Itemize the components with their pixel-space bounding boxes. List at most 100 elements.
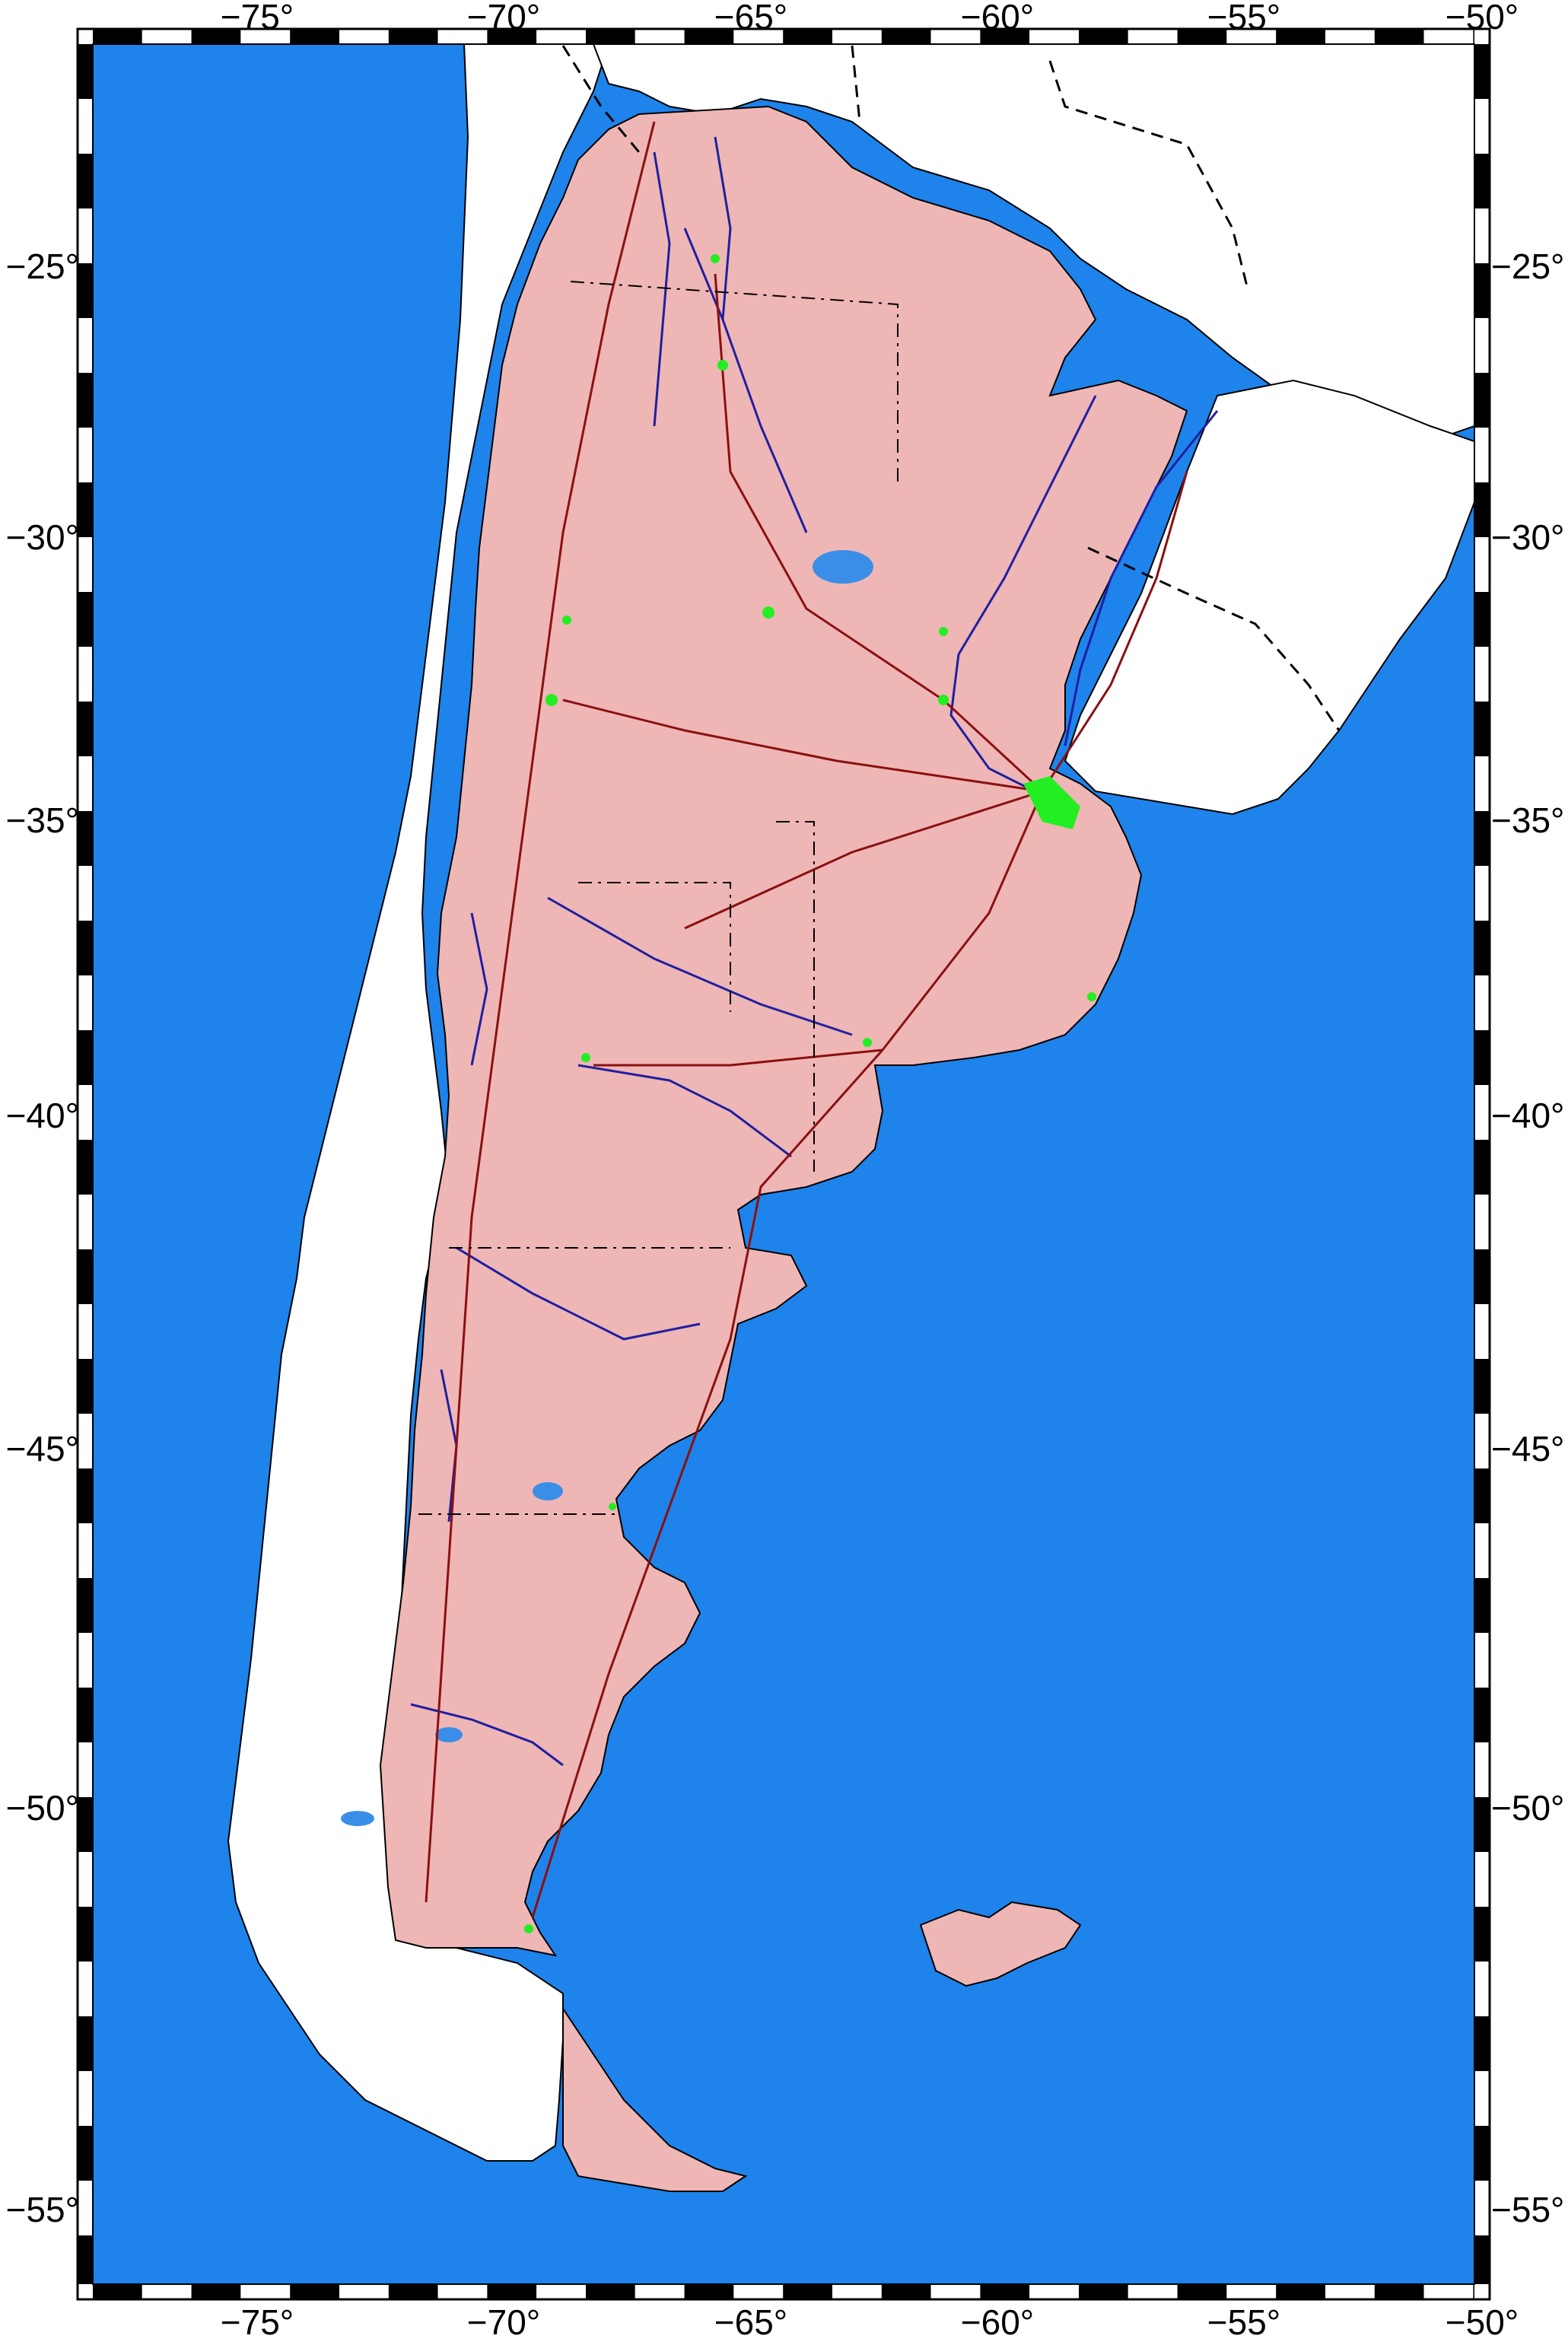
frame-scale-segment-bottom <box>586 2284 635 2299</box>
frame-scale-segment-top <box>881 29 931 44</box>
frame-scale-segment-right <box>1474 1962 1490 2016</box>
frame-scale-segment-left <box>78 263 93 318</box>
frame-scale-segment-left <box>78 318 93 373</box>
frame-scale-segment-right <box>1474 1578 1490 1633</box>
frame-scale-segment-top <box>684 29 734 44</box>
frame-scale-segment-left <box>78 1195 93 1249</box>
frame-scale-segment-right <box>1474 1523 1490 1578</box>
river-santa-cruz <box>410 1703 564 1767</box>
river-parana <box>949 395 1097 793</box>
lake-mar-chiquita <box>813 550 873 584</box>
road-ruta-14 <box>1041 471 1188 792</box>
frame-scale-segment-left <box>78 702 93 756</box>
international-borders-layer <box>561 45 1341 731</box>
frame-scale-segment-right <box>1474 866 1490 921</box>
river-uruguay <box>1064 410 1219 746</box>
frame-scale-segment-top <box>388 29 438 44</box>
frame-scale-segment-top <box>142 29 192 44</box>
frame-inner-outline <box>92 43 1475 2285</box>
frame-scale-segment-right <box>1474 1633 1490 1688</box>
frame-scale-segment-right <box>1474 1140 1490 1195</box>
frame-scale-segment-left <box>78 1523 93 1578</box>
tick-labels-layer: −75° −70° −65° −60° −55° −50° −75° −70° … <box>6 0 1565 2342</box>
urban-salta <box>711 254 720 263</box>
frame-scale-segment-bottom <box>635 2284 685 2299</box>
urban-comodoro <box>609 1503 616 1510</box>
left-tick-label: −50° <box>6 1788 79 1828</box>
province-border-1 <box>570 281 898 487</box>
frame-scale-segment-top <box>1473 29 1474 44</box>
frame-scale-segment-bottom <box>1325 2284 1375 2299</box>
river-salado <box>683 228 808 533</box>
frame-scale-segment-bottom <box>191 2284 241 2299</box>
frame-scale-segment-top <box>832 29 882 44</box>
frame-scale-segment-bottom <box>1177 2284 1227 2299</box>
map-frame <box>76 27 1491 2301</box>
lake-patagonia-2 <box>435 1727 463 1742</box>
frame-scale-segment-left <box>78 428 93 482</box>
bottom-tick-label: −55° <box>1207 2302 1280 2342</box>
border-bolivia <box>561 45 861 153</box>
urban-areas-layer <box>524 254 1096 1933</box>
frame-scale-segment-top <box>536 29 586 44</box>
frame-scale-segment-left <box>78 975 93 1030</box>
frame-scale-segment-bottom <box>1473 2284 1474 2299</box>
road-ruta-9 <box>714 273 1044 793</box>
left-tick-label: −45° <box>6 1429 79 1468</box>
top-tick-label: −60° <box>961 0 1034 37</box>
river-colorado <box>547 896 853 1036</box>
urban-neuquen <box>581 1053 590 1062</box>
frame-scale-segment-top <box>93 29 142 44</box>
frame-scale-segment-top <box>783 29 832 44</box>
urban-san-juan <box>562 616 571 625</box>
frame-scale-segment-left <box>78 373 93 428</box>
right-tick-label: −25° <box>1491 247 1564 286</box>
frame-scale-segment-right <box>1474 1195 1490 1249</box>
frame-scale-segment-top <box>1226 29 1277 44</box>
frame-scale-segment-right <box>1474 2235 1490 2284</box>
frame-scale-segment-left <box>78 2016 93 2071</box>
frame-scale-segment-left <box>78 1304 93 1359</box>
lake-patagonia-3 <box>341 1811 374 1826</box>
frame-scale-segment-right <box>1474 592 1490 647</box>
frame-scale-segment-top <box>339 29 389 44</box>
right-tick-label: −40° <box>1491 1096 1564 1135</box>
frame-scale-segment-left <box>78 1962 93 2016</box>
frame-scale-segment-left <box>78 1797 93 1852</box>
top-tick-label: −50° <box>1446 0 1519 37</box>
frame-scale-segment-right <box>1474 154 1490 208</box>
frame-scale-segment-right <box>1474 482 1490 537</box>
frame-scale-segment-bottom <box>487 2284 537 2299</box>
frame-scale-segment-left <box>78 1249 93 1304</box>
frame-scale-segment-left <box>78 1742 93 1797</box>
road-ruta-22 <box>593 1048 883 1067</box>
frame-scale-segment-left <box>78 1030 93 1085</box>
right-tick-label: −35° <box>1491 800 1564 840</box>
chile-land <box>227 43 610 2162</box>
frame-scale-segment-bottom <box>733 2284 784 2299</box>
lakes-layer <box>341 550 873 1826</box>
frame-scale-segment-bottom <box>1029 2284 1079 2299</box>
top-tick-label: −55° <box>1207 0 1280 37</box>
frame-scale-segment-right <box>1474 428 1490 482</box>
frame-scale-segment-left <box>78 1085 93 1140</box>
frame-scale-segment-right <box>1474 99 1490 154</box>
frame-scale-segment-left <box>78 1140 93 1195</box>
frame-scale-segment-right <box>1474 373 1490 428</box>
frame-scale-segment-bottom <box>388 2284 438 2299</box>
frame-scale-segment-right <box>1474 921 1490 975</box>
frame-scale-segment-right <box>1474 1797 1490 1852</box>
frame-scale-segment-right <box>1474 1907 1490 1962</box>
frame-scale-segment-bottom <box>930 2284 981 2299</box>
frame-scale-segment-bottom <box>437 2284 488 2299</box>
frame-scale-segment-left <box>78 482 93 537</box>
frame-scale-segment-right <box>1474 2181 1490 2235</box>
frame-scale-segment-left <box>78 1633 93 1688</box>
andes-streams-north <box>653 136 732 427</box>
right-tick-label: −55° <box>1491 2190 1564 2229</box>
urban-buenos-aires <box>1023 776 1080 829</box>
argentina-mainland <box>379 105 1188 1957</box>
province-borders-layer <box>418 281 898 1515</box>
urban-tucuman <box>717 360 728 371</box>
frame-scale-segment-left <box>78 2126 93 2181</box>
